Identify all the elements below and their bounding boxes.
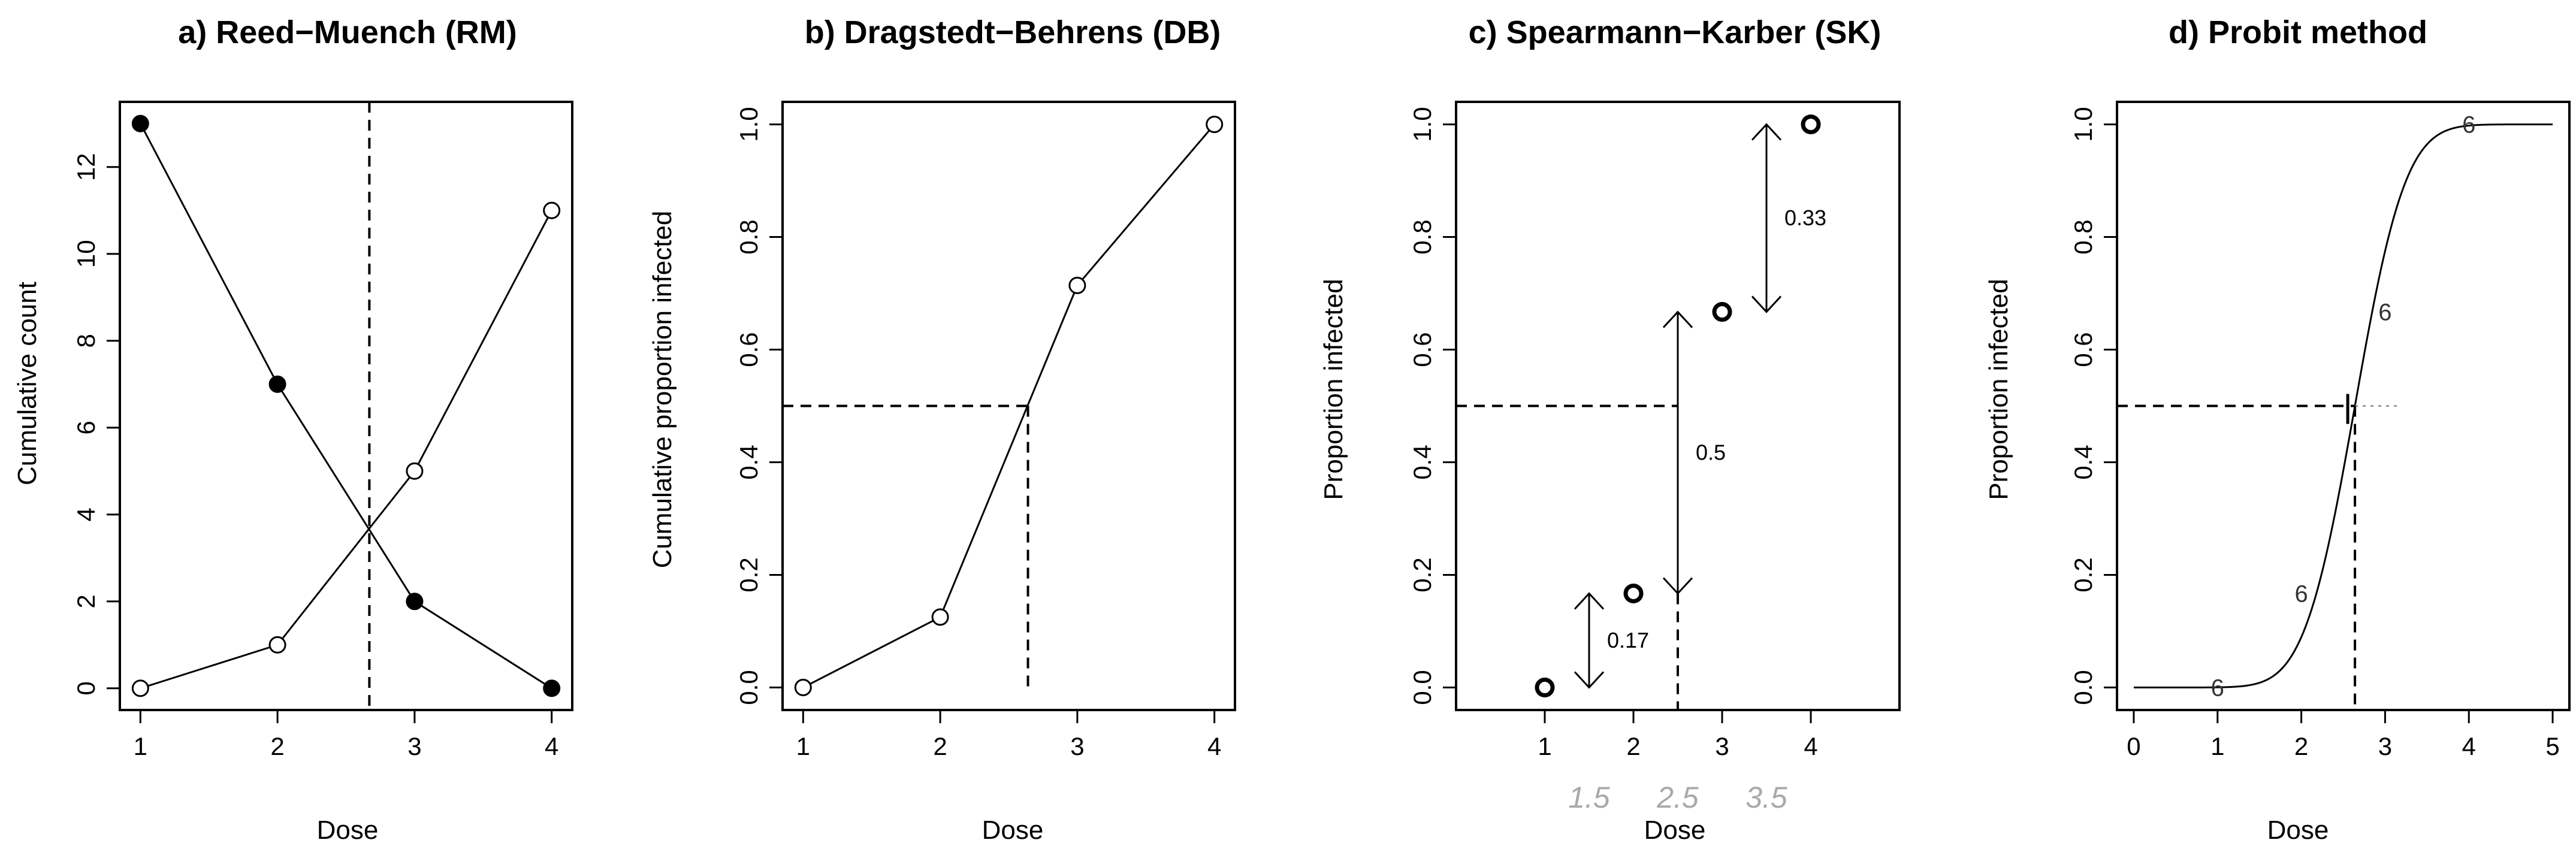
- panel-d-xtick-label: 5: [2545, 732, 2559, 760]
- panel-c-xtick-label: 1: [1538, 732, 1551, 760]
- panel-c-arrow-head-down: [1751, 295, 1782, 313]
- panel-d-xtick-label: 0: [2127, 732, 2140, 760]
- panel-c-ytick-label: 0.4: [1408, 445, 1436, 479]
- panel-reed-muench: a) Reed−Muench (RM) Dose Cumulative coun…: [13, 14, 573, 845]
- panel-b-point: [931, 608, 949, 626]
- panel-d-ylabel: Proportion infected: [1984, 279, 2013, 500]
- panel-b-xlabel: Dose: [982, 815, 1044, 845]
- panel-a-ytick-label: 2: [72, 594, 100, 608]
- panel-b-ytick-label: 1.0: [735, 107, 763, 141]
- panel-b-ytick-label: 0.2: [735, 557, 763, 592]
- panel-b-xtick-label: 4: [1207, 732, 1221, 760]
- panel-d-ytick-label: 0.0: [2069, 670, 2097, 705]
- panel-d-point-label: 6: [2462, 112, 2475, 138]
- panel-a-ytick-label: 12: [72, 153, 100, 181]
- panel-d-xtick-label: 2: [2294, 732, 2308, 760]
- panel-b-ytick-label: 0.6: [735, 332, 763, 367]
- panel-c-point: [1712, 302, 1732, 322]
- panel-b-point: [1206, 116, 1224, 134]
- panel-c-xtick-label: 4: [1804, 732, 1817, 760]
- panel-b-title: b) Dragstedt−Behrens (DB): [805, 14, 1221, 50]
- panel-c-xlabel: Dose: [1644, 815, 1706, 845]
- panel-d-title: d) Probit method: [2169, 14, 2427, 50]
- panel-d-point-label: 6: [2211, 675, 2224, 701]
- panel-a-title: a) Reed−Muench (RM): [178, 14, 517, 50]
- panel-b-xtick-label: 2: [933, 732, 947, 760]
- panel-d-ytick-label: 1.0: [2069, 107, 2097, 141]
- panel-c-midpoint-label: 2.5: [1656, 781, 1699, 814]
- panel-b-ytick-label: 0.0: [735, 670, 763, 705]
- panel-a-point: [543, 679, 561, 697]
- panel-c-title: c) Spearmann−Karber (SK): [1469, 14, 1882, 50]
- panel-c-arrow-head-up: [1662, 310, 1693, 328]
- panel-b-xtick-label: 1: [796, 732, 810, 760]
- panel-dragstedt-behrens: b) Dragstedt−Behrens (DB) Dose Cumulativ…: [648, 14, 1236, 845]
- panel-a-ylabel: Cumulative count: [13, 282, 42, 485]
- panel-c-xtick-label: 3: [1715, 732, 1729, 760]
- panel-c-arrow-head-up: [1751, 123, 1782, 141]
- panel-a-xtick-label: 3: [407, 732, 421, 760]
- panel-a-xlabel: Dose: [317, 815, 379, 845]
- panel-c-ylabel: Proportion infected: [1319, 279, 1348, 500]
- panel-d-ytick-label: 0.8: [2069, 219, 2097, 254]
- panel-spearmann-karber: c) Spearmann−Karber (SK) Dose Proportion…: [1319, 14, 1901, 845]
- panel-d-point-label: 6: [2294, 581, 2308, 607]
- panel-c-ytick-label: 0.0: [1408, 670, 1436, 705]
- panel-a-series-line: [139, 123, 552, 690]
- panel-d-probit-curve: [2133, 123, 2553, 688]
- panel-a-ytick-label: 4: [72, 507, 100, 521]
- panel-a-xtick-label: 2: [270, 732, 284, 760]
- panel-a-xtick-label: 4: [545, 732, 558, 760]
- panel-c-arrow-head-down: [1574, 671, 1605, 689]
- panel-a-point: [131, 114, 149, 132]
- panel-c-arrow-head-down: [1662, 577, 1693, 595]
- panel-c-xtick-label: 2: [1626, 732, 1640, 760]
- panel-c-point: [1535, 677, 1555, 697]
- panel-c-arrow-head-up: [1574, 592, 1605, 610]
- panel-c-difference-label: 0.33: [1784, 206, 1826, 230]
- panel-d-xlabel: Dose: [2267, 815, 2329, 845]
- panel-c-ytick-label: 0.6: [1408, 332, 1436, 367]
- panel-d-ytick-label: 0.4: [2069, 445, 2097, 479]
- panel-b-ytick-label: 0.4: [735, 445, 763, 479]
- panel-a-xtick-label: 1: [134, 732, 147, 760]
- panel-b-point: [1068, 276, 1086, 294]
- panel-a-point: [131, 679, 149, 697]
- panel-a-ytick-label: 8: [72, 334, 100, 348]
- panel-b-xtick-label: 3: [1070, 732, 1084, 760]
- panel-c-point: [1801, 114, 1821, 135]
- panel-c-midpoint-label: 3.5: [1745, 781, 1787, 814]
- panel-d-ytick-label: 0.2: [2069, 557, 2097, 592]
- panel-d-xtick-label: 4: [2462, 732, 2476, 760]
- panel-c-point: [1623, 583, 1644, 603]
- panel-a-point: [406, 462, 424, 480]
- panel-a-point: [406, 593, 424, 611]
- panel-d-ytick-label: 0.6: [2069, 332, 2097, 367]
- panel-a-ytick-label: 10: [72, 240, 100, 268]
- panel-c-ytick-label: 1.0: [1408, 107, 1436, 141]
- panel-a-point: [268, 636, 286, 654]
- panel-a-plot-box: [119, 101, 573, 711]
- panel-d-xtick-label: 1: [2210, 732, 2224, 760]
- panel-d-point-label: 6: [2378, 300, 2391, 326]
- panel-b-point: [794, 678, 812, 696]
- panel-a-ytick-label: 0: [72, 681, 100, 695]
- panel-d-xtick-label: 3: [2378, 732, 2392, 760]
- panel-a-series-line: [140, 210, 553, 690]
- panel-c-ytick-label: 0.8: [1408, 219, 1436, 254]
- panel-b-series-line: [802, 123, 1215, 688]
- panel-probit: d) Probit method Dose Proportion infecte…: [1984, 14, 2571, 845]
- panel-c-difference-label: 0.5: [1696, 440, 1726, 465]
- panel-b-ytick-label: 0.8: [735, 219, 763, 254]
- panel-a-ytick-label: 6: [72, 421, 100, 434]
- panel-a-point: [543, 201, 561, 219]
- panel-c-ytick-label: 0.2: [1408, 557, 1436, 592]
- panel-b-ylabel: Cumulative proportion infected: [648, 211, 677, 569]
- panel-c-midpoint-label: 1.5: [1568, 781, 1610, 814]
- panel-c-difference-label: 0.17: [1607, 628, 1649, 652]
- panel-a-point: [268, 375, 286, 393]
